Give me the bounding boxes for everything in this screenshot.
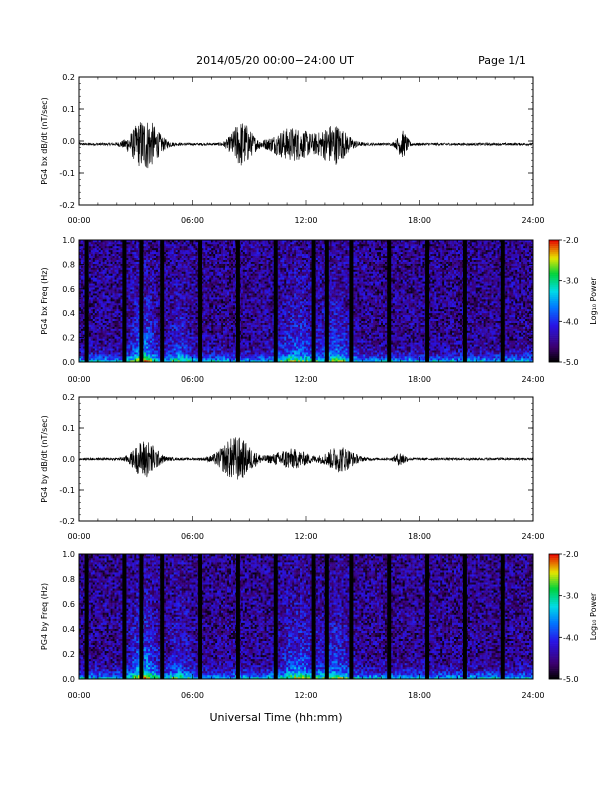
x-tick-label: 24:00	[521, 216, 544, 225]
y-tick-label: 0.6	[62, 285, 75, 294]
y-tick-label: -0.1	[59, 169, 75, 178]
data-gap	[198, 554, 203, 679]
data-gap	[425, 240, 430, 362]
data-gap	[235, 240, 240, 362]
data-gap	[349, 240, 354, 362]
y-axis-label: PG4 by Freq (Hz)	[40, 583, 49, 650]
y-tick-label: 0.0	[62, 358, 75, 367]
x-tick-label: 18:00	[408, 216, 431, 225]
y-tick-label: -0.2	[59, 517, 75, 526]
colorbar-tick-label: -4.0	[563, 317, 579, 326]
x-tick-label: 18:00	[408, 691, 431, 700]
colorbar-tick-label: -3.0	[563, 592, 579, 601]
figure-title: 2014/05/20 00:00−24:00 UT	[196, 54, 354, 67]
colorbar: -2.0 -3.0 -4.0 -5.0 Log₁₀ Power	[548, 236, 598, 367]
colorbar-tick-label: -2.0	[563, 236, 579, 245]
y-tick-label: 0.0	[62, 675, 75, 684]
page-indicator: Page 1/1	[478, 54, 526, 67]
data-trace	[78, 122, 534, 169]
panel-by-spectrogram: -2.0 -3.0 -4.0 -5.0 Log₁₀ Power 1.0 0.8 0.6 0.4 0…	[40, 550, 598, 700]
x-tick-label: 12:00	[294, 691, 317, 700]
y-axis-label: PG4 bx dB/dt (nT/sec)	[40, 97, 49, 184]
data-gap	[84, 240, 89, 362]
x-tick-label: 00:00	[67, 532, 90, 541]
x-tick-label: 06:00	[181, 216, 204, 225]
data-gap	[139, 240, 144, 362]
y-tick-label: 0.4	[62, 625, 75, 634]
data-gap	[273, 554, 278, 679]
y-tick-label: 0.2	[62, 73, 75, 82]
panel-bx-spectrogram: -2.0 -3.0 -4.0 -5.0 Log₁₀ Power 1.0 0.8 0.6 0.4 0…	[40, 236, 598, 384]
x-tick-label: 24:00	[521, 532, 544, 541]
data-gap	[198, 240, 203, 362]
data-gap	[387, 240, 392, 362]
data-gap	[311, 240, 316, 362]
data-trace	[78, 437, 534, 480]
data-gap	[500, 240, 505, 362]
x-tick-label: 00:00	[67, 375, 90, 384]
y-tick-label: 0.8	[62, 575, 75, 584]
y-axis-label: PG4 bx Freq (Hz)	[40, 267, 49, 334]
x-tick-label: 18:00	[408, 375, 431, 384]
y-tick-label: 1.0	[62, 550, 75, 559]
data-gap	[122, 240, 127, 362]
data-gap	[84, 554, 89, 679]
x-tick-label: 18:00	[408, 532, 431, 541]
y-tick-label: 0.2	[62, 650, 75, 659]
data-gap	[462, 240, 467, 362]
y-tick-label: -0.1	[59, 486, 75, 495]
data-gap	[235, 554, 240, 679]
x-tick-label: 06:00	[181, 375, 204, 384]
colorbar-tick-label: -5.0	[563, 358, 579, 367]
data-gap	[324, 554, 329, 679]
x-tick-label: 12:00	[294, 532, 317, 541]
data-gap	[500, 554, 505, 679]
x-tick-label: 24:00	[521, 691, 544, 700]
y-tick-label: 0.4	[62, 309, 75, 318]
data-gap	[349, 554, 354, 679]
colorbar-tick-label: -2.0	[563, 550, 579, 559]
x-tick-label: 06:00	[181, 532, 204, 541]
x-axis-label: Universal Time (hh:mm)	[210, 711, 343, 724]
y-tick-label: 0.8	[62, 260, 75, 269]
y-tick-label: 0.0	[62, 455, 75, 464]
colorbar-tick-label: -3.0	[563, 277, 579, 286]
y-tick-label: 0.6	[62, 600, 75, 609]
y-tick-label: 0.2	[62, 393, 75, 402]
data-gap	[139, 554, 144, 679]
y-tick-label: 0.2	[62, 334, 75, 343]
y-tick-label: 0.1	[62, 424, 75, 433]
y-tick-label: 0.1	[62, 105, 75, 114]
panel-bx-dbdt: 0.2 0.1 0.0 -0.1 -0.2 00:00 06:00 12:00 18:00 24:…	[40, 73, 545, 225]
data-gap	[160, 554, 165, 679]
data-gap	[425, 554, 430, 679]
y-tick-label: 0.0	[62, 137, 75, 146]
x-tick-label: 00:00	[67, 216, 90, 225]
y-tick-label: 1.0	[62, 236, 75, 245]
data-gap	[273, 240, 278, 362]
data-gap	[122, 554, 127, 679]
x-tick-label: 24:00	[521, 375, 544, 384]
data-gap	[311, 554, 316, 679]
data-gap	[160, 240, 165, 362]
data-gap	[324, 240, 329, 362]
colorbar-tick-label: -4.0	[563, 633, 579, 642]
data-gap	[462, 554, 467, 679]
colorbar-tick-label: -5.0	[563, 675, 579, 684]
colorbar: -2.0 -3.0 -4.0 -5.0 Log₁₀ Power	[548, 550, 598, 684]
x-tick-label: 12:00	[294, 216, 317, 225]
panel-by-dbdt: 0.2 0.1 0.0 -0.1 -0.2 00:00 06:00 12:00 18:00 24:…	[40, 393, 545, 541]
y-tick-label: -0.2	[59, 201, 75, 210]
x-tick-label: 00:00	[67, 691, 90, 700]
x-tick-label: 06:00	[181, 691, 204, 700]
y-axis-label: PG4 by dB/dt (nT/sec)	[40, 415, 49, 502]
data-gap	[387, 554, 392, 679]
x-tick-label: 12:00	[294, 375, 317, 384]
colorbar-label: Log₁₀ Power	[589, 592, 598, 640]
colorbar-label: Log₁₀ Power	[589, 277, 598, 325]
